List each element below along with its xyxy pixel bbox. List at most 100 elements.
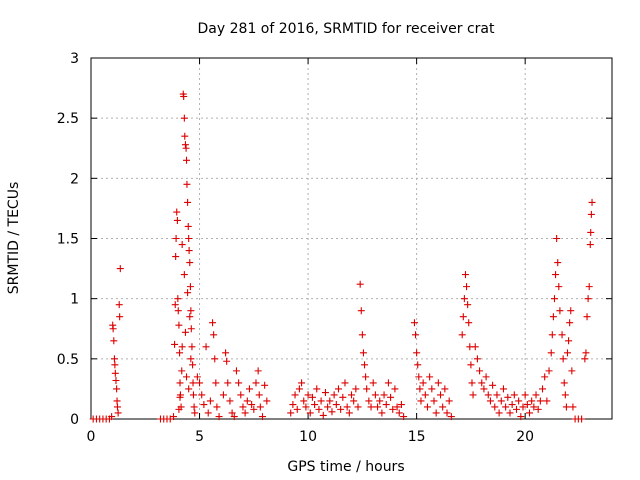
data-point: [198, 391, 206, 399]
data-point: [560, 379, 568, 387]
data-point: [171, 340, 179, 348]
data-point: [223, 357, 231, 365]
data-point: [506, 409, 514, 417]
data-point: [484, 391, 492, 399]
data-point: [113, 403, 121, 411]
data-point: [311, 401, 319, 409]
data-point: [315, 405, 323, 413]
data-point: [110, 355, 118, 363]
data-point: [343, 403, 351, 411]
data-point: [410, 319, 418, 327]
y-tick-label: 3: [70, 51, 79, 67]
data-point: [363, 385, 371, 393]
y-tick-label: 2.5: [57, 111, 79, 127]
data-point: [181, 328, 189, 336]
data-point: [586, 241, 594, 249]
x-tick-label: 5: [195, 429, 204, 445]
data-point: [510, 391, 518, 399]
data-point: [447, 413, 455, 421]
data-point: [413, 349, 421, 357]
data-point: [463, 283, 471, 291]
data-point: [362, 373, 370, 381]
data-point: [443, 409, 451, 417]
data-point: [241, 409, 249, 417]
data-point: [568, 367, 576, 375]
data-point: [176, 349, 184, 357]
data-point: [175, 321, 183, 329]
data-point: [193, 373, 201, 381]
data-point: [588, 198, 596, 206]
data-point: [202, 343, 210, 351]
data-point: [549, 313, 557, 321]
data-point: [263, 397, 271, 405]
data-point: [532, 391, 540, 399]
data-point: [412, 331, 420, 339]
data-point: [345, 409, 353, 417]
data-point: [317, 397, 325, 405]
data-point: [478, 379, 486, 387]
data-point: [196, 379, 204, 387]
data-point: [519, 403, 527, 411]
axis-ticks: [90, 57, 612, 420]
data-point: [464, 301, 472, 309]
y-tick-label: 0.5: [57, 352, 79, 368]
data-point: [528, 397, 536, 405]
data-point: [489, 381, 497, 389]
data-point: [361, 361, 369, 369]
data-point: [173, 216, 181, 224]
data-point: [298, 379, 306, 387]
data-point: [254, 367, 262, 375]
data-point: [171, 301, 179, 309]
data-point: [374, 403, 382, 411]
data-point: [585, 283, 593, 291]
data-point: [182, 144, 190, 152]
data-point: [235, 379, 243, 387]
data-point: [255, 391, 263, 399]
y-tick-label: 1: [70, 292, 79, 308]
data-point: [169, 413, 177, 421]
data-point: [539, 385, 547, 393]
data-point: [300, 397, 308, 405]
data-point: [550, 295, 558, 303]
data-point: [504, 393, 512, 401]
data-point: [348, 391, 355, 399]
data-point: [459, 313, 467, 321]
data-point: [173, 208, 181, 216]
data-point: [332, 401, 340, 409]
y-axis-label: SRMTID / TECUs: [6, 182, 22, 295]
data-point: [359, 349, 367, 357]
data-point: [109, 325, 117, 333]
data-point: [215, 413, 223, 421]
data-point: [174, 295, 182, 303]
data-point: [230, 413, 238, 421]
data-point: [189, 379, 197, 387]
data-point: [389, 405, 397, 413]
data-point: [582, 349, 590, 357]
data-point: [565, 337, 573, 345]
data-point: [183, 180, 191, 188]
data-point: [561, 391, 569, 399]
data-point: [213, 403, 221, 411]
data-point: [421, 391, 429, 399]
data-point: [178, 241, 186, 249]
data-point: [587, 210, 595, 218]
data-point: [545, 367, 553, 375]
data-point: [415, 373, 423, 381]
data-point: [115, 301, 123, 309]
data-point: [458, 331, 466, 339]
data-point: [358, 331, 366, 339]
data-point: [382, 401, 390, 409]
data-point: [562, 403, 570, 411]
data-point: [304, 391, 312, 399]
data-point: [521, 391, 529, 399]
data-point: [181, 132, 189, 140]
y-tick-label: 0: [70, 412, 79, 428]
data-point: [357, 307, 365, 315]
data-point: [512, 405, 520, 413]
data-point: [113, 397, 121, 405]
data-point: [176, 379, 184, 387]
data-point: [460, 295, 468, 303]
data-point: [555, 283, 563, 291]
data-point: [116, 265, 124, 273]
data-point: [250, 405, 258, 413]
